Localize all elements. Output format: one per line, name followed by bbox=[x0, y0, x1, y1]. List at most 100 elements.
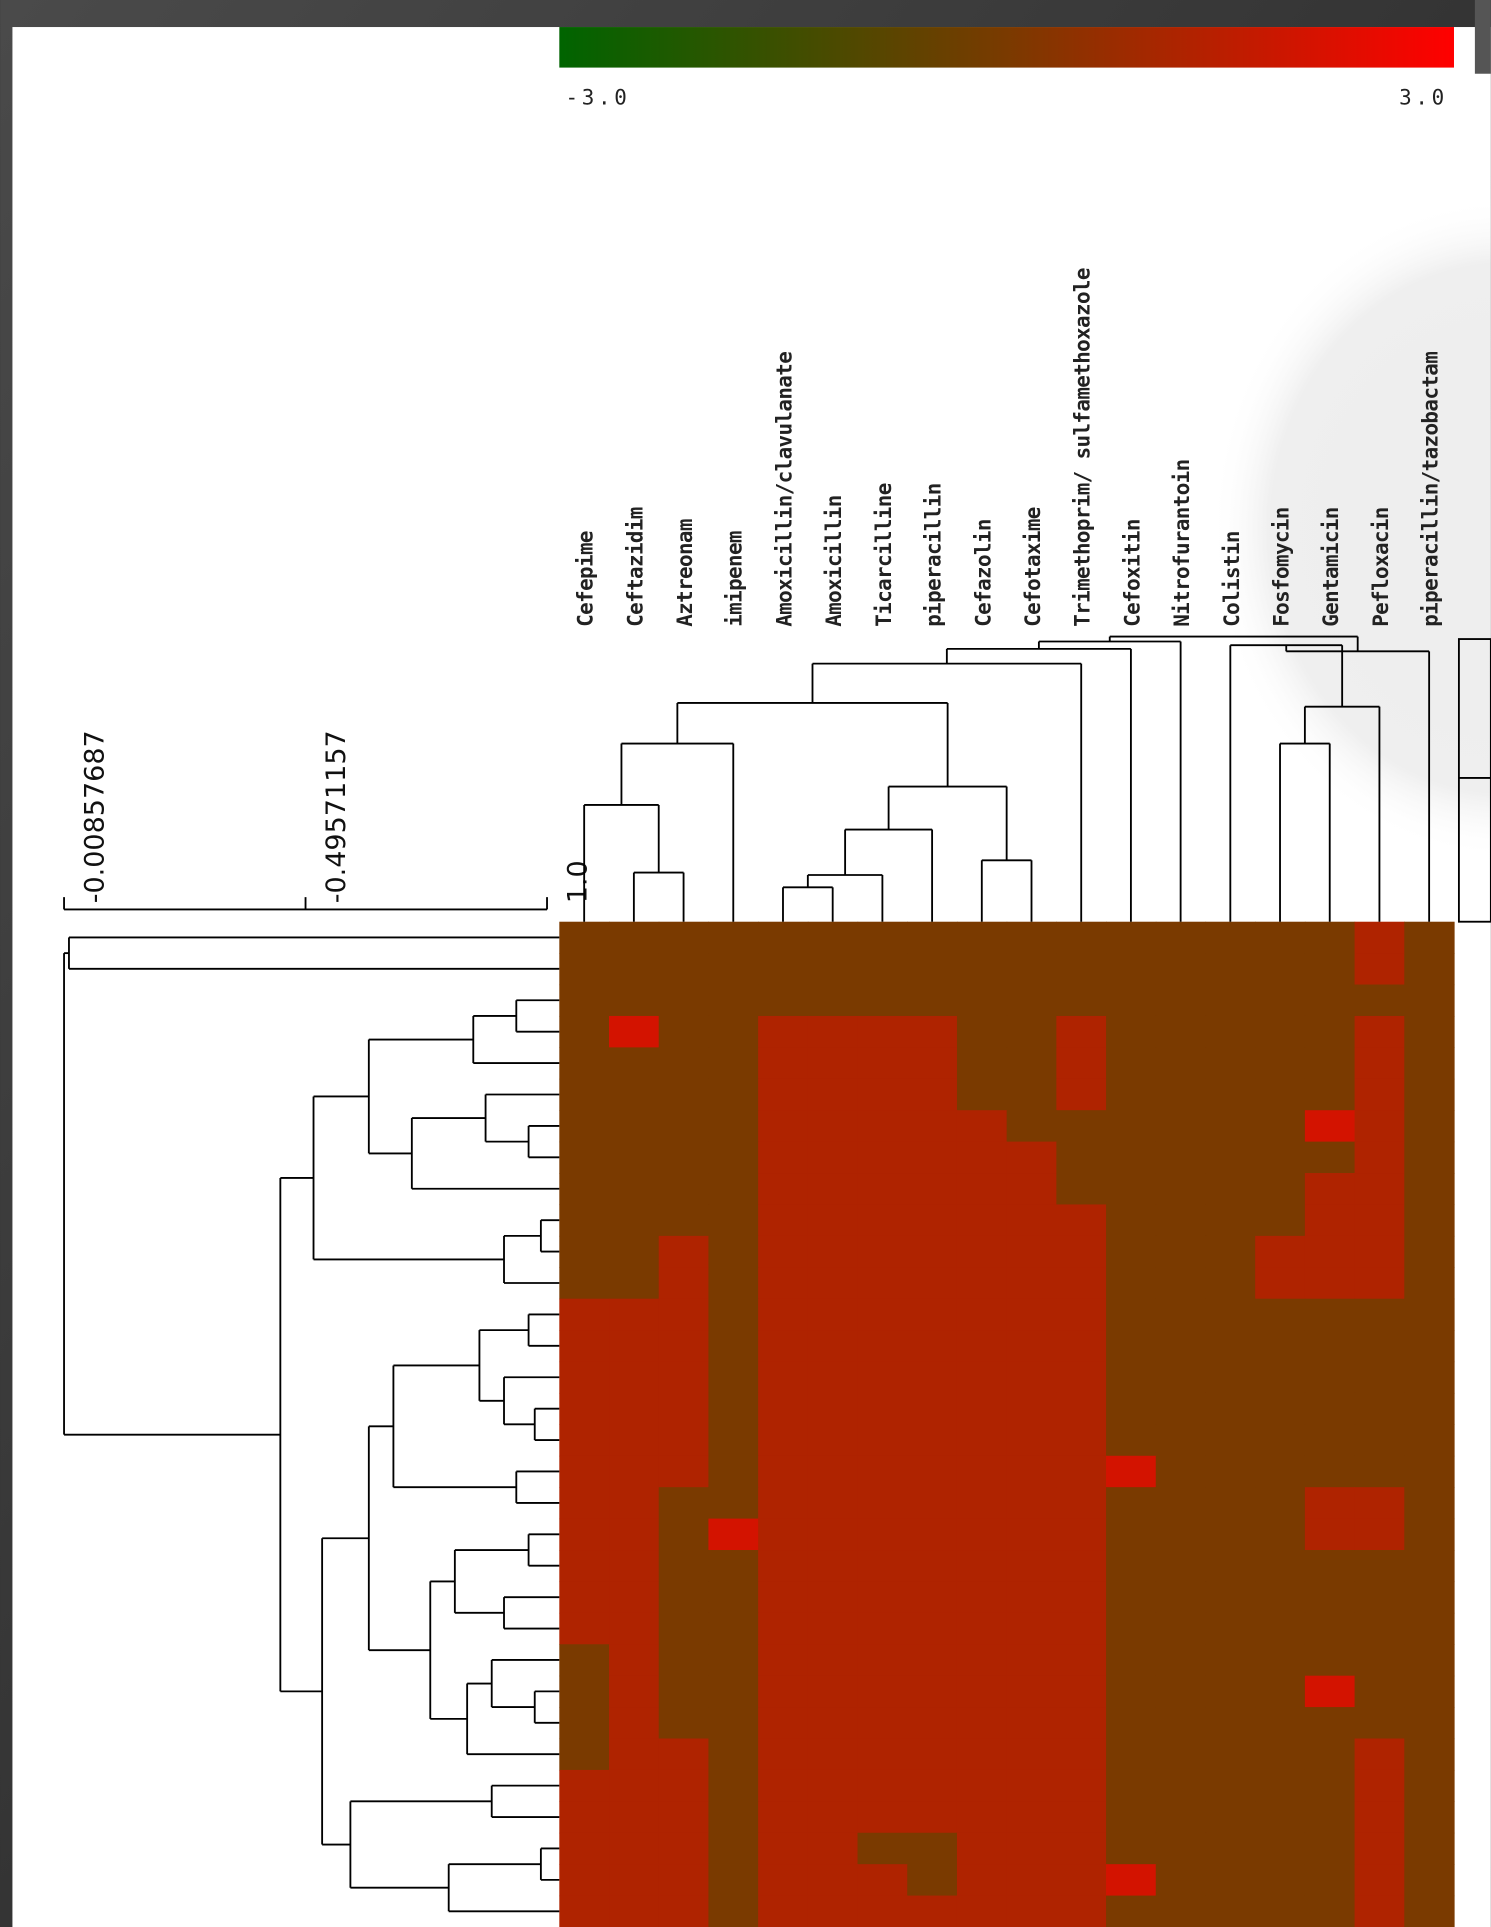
heatmap-cell bbox=[559, 1173, 609, 1205]
heatmap-cell bbox=[957, 1864, 1007, 1896]
heatmap-cell bbox=[907, 1047, 957, 1079]
heatmap-cell bbox=[1056, 1016, 1106, 1048]
column-label: Fosfomycin bbox=[1269, 507, 1293, 627]
heatmap-cell bbox=[907, 1142, 957, 1174]
heatmap-cell bbox=[758, 1896, 808, 1927]
heatmap-cell bbox=[858, 1110, 908, 1142]
heatmap-cell bbox=[1355, 1581, 1405, 1613]
heatmap-cell bbox=[708, 1393, 758, 1425]
heatmap-cell bbox=[1205, 1236, 1255, 1268]
heatmap-cell bbox=[1056, 1707, 1106, 1739]
heatmap-cell bbox=[808, 1267, 858, 1299]
heatmap-cell bbox=[1056, 1487, 1106, 1519]
heatmap-cell bbox=[1255, 1864, 1305, 1896]
heatmap-cell bbox=[609, 1770, 659, 1802]
heatmap-cell bbox=[1205, 1079, 1255, 1111]
column-label: Colistin bbox=[1220, 531, 1244, 627]
heatmap-cell bbox=[957, 1801, 1007, 1833]
heatmap-cell bbox=[907, 1801, 957, 1833]
heatmap-cell bbox=[659, 953, 709, 985]
heatmap-cell bbox=[1305, 1581, 1355, 1613]
heatmap-cell bbox=[609, 1362, 659, 1394]
heatmap-cell bbox=[957, 1519, 1007, 1551]
heatmap-cell bbox=[1355, 1676, 1405, 1708]
heatmap-cell bbox=[1007, 1519, 1057, 1551]
heatmap-cell bbox=[1255, 1047, 1305, 1079]
heatmap-cell bbox=[1156, 1393, 1206, 1425]
heatmap-cell bbox=[609, 1864, 659, 1896]
heatmap-cell bbox=[1205, 1204, 1255, 1236]
heatmap-cell bbox=[1305, 1801, 1355, 1833]
heatmap-cell bbox=[1056, 1204, 1106, 1236]
heatmap-cell bbox=[758, 1330, 808, 1362]
heatmap-cell bbox=[957, 1267, 1007, 1299]
heatmap-cell bbox=[1305, 1613, 1355, 1645]
heatmap-cell bbox=[907, 1016, 957, 1048]
heatmap-cell bbox=[1355, 1267, 1405, 1299]
heatmap-cell bbox=[659, 1581, 709, 1613]
heatmap-cell bbox=[609, 1550, 659, 1582]
heatmap-cell bbox=[808, 985, 858, 1017]
heatmap-cell bbox=[1205, 1330, 1255, 1362]
heatmap-cell bbox=[1404, 1487, 1454, 1519]
heatmap-cell bbox=[758, 922, 808, 954]
heatmap-cell bbox=[609, 1047, 659, 1079]
heatmap-cell bbox=[609, 1707, 659, 1739]
heatmap-cell bbox=[659, 1896, 709, 1927]
heatmap-cell bbox=[1404, 1424, 1454, 1456]
heatmap-cell bbox=[808, 1047, 858, 1079]
column-label: Amoxicillin/clavulanate bbox=[772, 352, 796, 627]
heatmap-cell bbox=[1205, 1487, 1255, 1519]
heatmap-cell bbox=[858, 1016, 908, 1048]
heatmap-cell bbox=[957, 1173, 1007, 1205]
heatmap-cell bbox=[1355, 922, 1405, 954]
heatmap-cell bbox=[609, 1487, 659, 1519]
heatmap-cell bbox=[907, 1487, 957, 1519]
heatmap-cell bbox=[758, 1079, 808, 1111]
heatmap-cell bbox=[1355, 953, 1405, 985]
heatmap-cell bbox=[758, 1142, 808, 1174]
heatmap-cell bbox=[1056, 1456, 1106, 1488]
heatmap-cell bbox=[1056, 1613, 1106, 1645]
heatmap-cell bbox=[1106, 1424, 1156, 1456]
heatmap-cell bbox=[659, 1016, 709, 1048]
heatmap-cell bbox=[907, 922, 957, 954]
heatmap-cell bbox=[659, 1487, 709, 1519]
heatmap-cell bbox=[659, 1864, 709, 1896]
dendrogram-scale-label: -0.49571157 bbox=[321, 730, 352, 903]
heatmap-cell bbox=[1255, 1393, 1305, 1425]
heatmap-cell bbox=[1056, 1362, 1106, 1394]
heatmap-cell bbox=[1305, 1267, 1355, 1299]
heatmap-cell bbox=[1106, 1833, 1156, 1865]
heatmap-cell bbox=[858, 1079, 908, 1111]
heatmap-cell bbox=[1156, 1362, 1206, 1394]
heatmap-cell bbox=[609, 985, 659, 1017]
heatmap-cell bbox=[1106, 1110, 1156, 1142]
heatmap-cell bbox=[1106, 1456, 1156, 1488]
heatmap-cell bbox=[1404, 1581, 1454, 1613]
heatmap-cell bbox=[957, 1613, 1007, 1645]
heatmap-cell bbox=[1305, 1047, 1355, 1079]
heatmap-cell bbox=[1355, 1110, 1405, 1142]
heatmap-cell bbox=[1255, 1236, 1305, 1268]
heatmap-cell bbox=[1255, 1833, 1305, 1865]
heatmap-cell bbox=[1007, 1173, 1057, 1205]
heatmap-cell bbox=[609, 922, 659, 954]
heatmap-cell bbox=[659, 1676, 709, 1708]
heatmap-cell bbox=[907, 985, 957, 1017]
heatmap-cell bbox=[1355, 1801, 1405, 1833]
heatmap-cell bbox=[708, 1204, 758, 1236]
heatmap-cell bbox=[1056, 1550, 1106, 1582]
heatmap-cell bbox=[609, 1079, 659, 1111]
heatmap-cell bbox=[1106, 1770, 1156, 1802]
heatmap-cell bbox=[1355, 1173, 1405, 1205]
heatmap-cell bbox=[1404, 1204, 1454, 1236]
heatmap-cell bbox=[808, 1896, 858, 1927]
heatmap-cell bbox=[1205, 1110, 1255, 1142]
heatmap-cell bbox=[1255, 1896, 1305, 1927]
heatmap-cell bbox=[1007, 1330, 1057, 1362]
heatmap-cell bbox=[1156, 953, 1206, 985]
heatmap-cell bbox=[1205, 1676, 1255, 1708]
heatmap-cell bbox=[1404, 1362, 1454, 1394]
heatmap-cell bbox=[1404, 1770, 1454, 1802]
